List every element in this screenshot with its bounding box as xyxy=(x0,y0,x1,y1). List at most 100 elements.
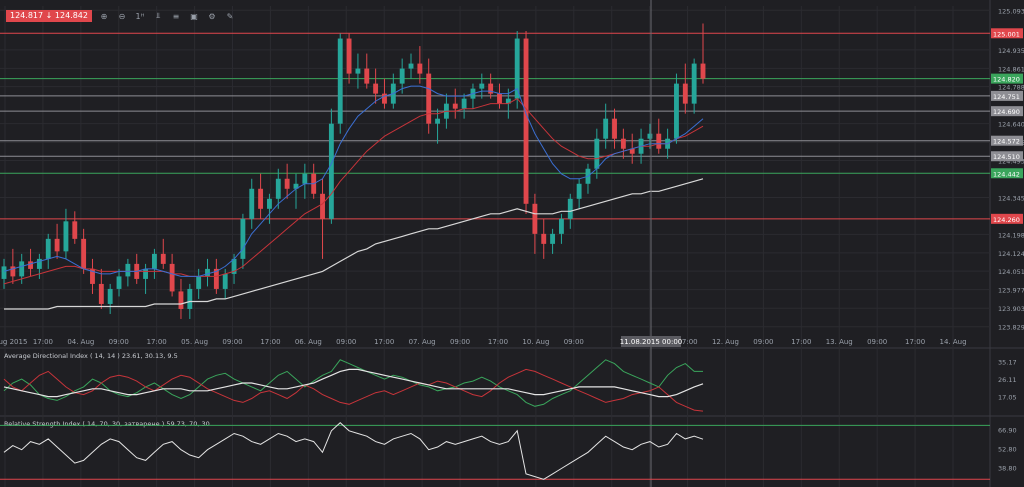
y-tick-label: 124.861 xyxy=(998,65,1024,73)
candle xyxy=(594,128,600,179)
level-label: 124.510 xyxy=(993,153,1020,161)
adx-y-tick: 17.05 xyxy=(998,393,1017,401)
candle xyxy=(435,108,440,144)
candle-body xyxy=(488,83,494,94)
candle-body xyxy=(691,63,697,104)
candle xyxy=(320,178,325,259)
candle-body xyxy=(682,83,688,104)
crosshair-label-bg xyxy=(621,336,681,347)
drawing-icon[interactable]: ≡ xyxy=(172,11,180,21)
candle-body xyxy=(107,288,113,304)
x-tick-label: 06. Aug xyxy=(295,338,322,346)
candle-body xyxy=(373,83,379,94)
y-tick-label: 124.935 xyxy=(998,47,1024,55)
ask-price: 124.842 xyxy=(54,11,88,20)
level-label: 125.001 xyxy=(993,30,1020,38)
candle xyxy=(682,63,688,114)
candle-body xyxy=(63,221,69,252)
candle xyxy=(373,68,379,104)
y-tick-label: 124.640 xyxy=(998,121,1024,129)
adx-y-tick: 35.17 xyxy=(998,358,1017,366)
candle-body xyxy=(143,268,149,279)
pencil-icon[interactable]: ✎ xyxy=(226,11,234,21)
timeframe-icon[interactable]: 1ᴴ xyxy=(135,11,145,21)
zoom-in-icon[interactable]: ⊕ xyxy=(100,11,108,21)
candle-body xyxy=(275,178,281,199)
y-tick-label: 125.093 xyxy=(998,7,1024,15)
screenshot-icon[interactable]: ▣ xyxy=(190,11,198,21)
candle xyxy=(249,178,255,229)
candle-body xyxy=(196,276,202,289)
quote-box[interactable]: 124.817 ↓ 124.842 xyxy=(6,10,92,22)
y-tick-label: 124.493 xyxy=(998,157,1024,165)
level-badge xyxy=(991,73,1023,84)
x-tick-label: 09:00 xyxy=(109,338,129,346)
candle-body xyxy=(541,233,547,244)
candle xyxy=(647,123,653,149)
candle-body xyxy=(28,261,33,269)
level-label: 124.442 xyxy=(993,170,1020,178)
x-tick-label: 05. Aug xyxy=(181,338,208,346)
zoom-out-icon[interactable]: ⊖ xyxy=(118,11,126,21)
candle-body xyxy=(19,261,25,277)
candle xyxy=(107,283,113,314)
candle-body xyxy=(355,68,361,74)
candle-body xyxy=(258,188,264,209)
candle-body xyxy=(656,133,662,149)
candle xyxy=(691,58,697,114)
candle xyxy=(337,33,343,134)
candle xyxy=(125,258,131,287)
candle-body xyxy=(1,266,7,279)
x-tick-label: 17:00 xyxy=(791,338,811,346)
candle xyxy=(90,258,95,294)
x-tick-label: 17:00 xyxy=(488,338,508,346)
x-tick-label: 04. Aug xyxy=(67,338,94,346)
candle xyxy=(151,248,157,279)
candle xyxy=(399,58,405,94)
candle-body xyxy=(364,68,370,84)
candle-body xyxy=(213,268,219,289)
settings-icon[interactable]: ⚙ xyxy=(208,11,216,21)
candle xyxy=(532,193,538,254)
candle-body xyxy=(346,38,352,74)
toolbar: 124.817 ↓ 124.842 ⊕ ⊖ 1ᴴ ⫫ ≡ ▣ ⚙ ✎ xyxy=(6,9,236,23)
adx-title: Average Directional Index ( 14, 14 ) 23.… xyxy=(4,352,178,360)
level-badge xyxy=(991,213,1023,224)
bid-price: 124.817 xyxy=(10,11,44,20)
x-tick-label: 17:00 xyxy=(33,338,53,346)
candle-body xyxy=(240,218,246,259)
candle-body xyxy=(45,238,51,259)
candle-body xyxy=(523,38,529,204)
y-tick-label: 124.788 xyxy=(998,84,1024,92)
candle-body xyxy=(249,188,255,219)
level-badge xyxy=(991,28,1023,39)
candle-body xyxy=(674,83,679,139)
candle-body xyxy=(603,118,609,139)
rsi-y-tick: 52.80 xyxy=(998,446,1017,454)
x-tick-label: 09:00 xyxy=(222,338,242,346)
candle xyxy=(452,88,458,119)
indicators-icon[interactable]: ⫫ xyxy=(155,11,161,20)
level-label: 124.572 xyxy=(993,138,1020,146)
candle xyxy=(240,213,246,269)
rsi-y-tick: 38.80 xyxy=(998,464,1017,472)
candle xyxy=(541,218,547,259)
crosshair-label: 11.08.2015 00:00 xyxy=(620,338,682,346)
x-tick-label: 12. Aug xyxy=(712,338,739,346)
candle xyxy=(346,33,352,84)
y-tick-label: 124.124 xyxy=(998,250,1024,258)
candle-body xyxy=(90,268,95,284)
candle xyxy=(196,268,202,299)
candle xyxy=(620,128,626,159)
candle-body xyxy=(178,291,184,309)
candle-body xyxy=(267,198,272,209)
candle xyxy=(550,228,556,254)
candle xyxy=(275,168,281,209)
candle xyxy=(674,73,679,144)
candle xyxy=(523,31,529,214)
candle xyxy=(656,118,662,154)
candle-body xyxy=(116,276,122,289)
rsi-title: Relative Strength Index ( 14, 70, 30, за… xyxy=(4,420,210,428)
candle-body xyxy=(612,118,617,139)
